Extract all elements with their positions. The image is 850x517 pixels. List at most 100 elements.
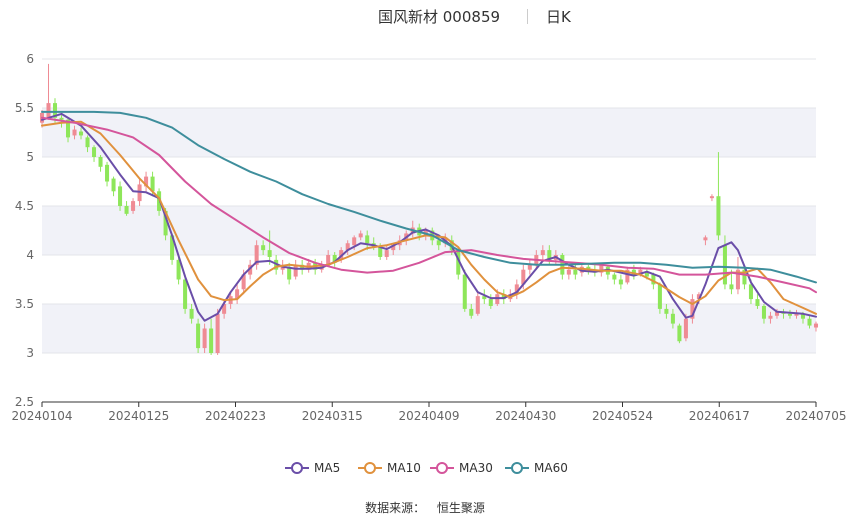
candle-body xyxy=(631,269,636,275)
candle-body xyxy=(131,201,136,211)
candle-body xyxy=(612,274,617,280)
x-tick-label: 20240617 xyxy=(689,409,750,423)
candle-body xyxy=(521,269,526,285)
y-tick-label: 3 xyxy=(26,346,34,360)
candle-body xyxy=(105,164,110,182)
grid-band xyxy=(42,353,816,402)
candle-body xyxy=(644,272,649,277)
legend-item-ma60[interactable]: MA60 xyxy=(505,458,568,478)
grid-band xyxy=(42,59,816,108)
candle-body xyxy=(261,245,266,251)
candle-body xyxy=(729,284,734,290)
legend: MA5 MA10 MA30 MA60 xyxy=(0,458,850,478)
candle-body xyxy=(391,245,396,251)
candle-body xyxy=(436,240,441,246)
candle-body xyxy=(807,318,812,326)
candle-body xyxy=(170,235,175,260)
source-value: 恒生聚源 xyxy=(436,501,485,515)
x-tick-label: 20240705 xyxy=(785,409,846,423)
data-source: 数据来源： 恒生聚源 xyxy=(0,499,850,516)
candle-body xyxy=(670,313,675,324)
candle-body xyxy=(378,247,383,257)
candle-body xyxy=(703,237,708,241)
candle-body xyxy=(696,294,701,300)
candle-body xyxy=(761,305,766,319)
candle-body xyxy=(664,308,669,314)
grid-band xyxy=(42,255,816,304)
x-tick-label: 20240104 xyxy=(11,409,72,423)
y-tick-label: 6 xyxy=(26,52,34,66)
candle-body xyxy=(456,250,461,275)
stock-name: 国风新材 000859 xyxy=(378,8,501,26)
line-ma60 xyxy=(41,110,817,284)
candle-body xyxy=(111,178,116,192)
legend-item-ma30[interactable]: MA30 xyxy=(430,458,493,478)
grid-band xyxy=(42,157,816,206)
ma10-legend-icon xyxy=(358,462,382,474)
candle-body xyxy=(326,255,331,265)
candle-body xyxy=(79,131,84,136)
candle-body xyxy=(514,284,519,295)
ma60-legend-icon xyxy=(505,462,529,474)
candle-body xyxy=(150,176,155,192)
candle-body xyxy=(748,284,753,300)
candle-body xyxy=(573,269,578,275)
candle-body xyxy=(475,296,480,314)
title-divider xyxy=(527,9,528,24)
source-label: 数据来源： xyxy=(365,501,426,515)
candle-body xyxy=(358,233,363,238)
candle-body xyxy=(469,308,474,316)
candle-body xyxy=(755,299,760,306)
candle-body xyxy=(501,294,506,300)
candle-body xyxy=(118,186,123,206)
candle-body xyxy=(235,289,240,300)
candle-body xyxy=(540,250,545,255)
candle-body xyxy=(144,176,149,187)
grid-band xyxy=(42,304,816,353)
candle-body xyxy=(800,313,806,319)
ma5-legend-icon xyxy=(285,462,309,474)
candle-body xyxy=(651,274,656,285)
candle-body xyxy=(124,206,129,214)
legend-label-ma30: MA30 xyxy=(459,461,493,475)
x-tick-label: 20240409 xyxy=(398,409,459,423)
candle-body xyxy=(300,264,305,270)
y-tick-label: 5 xyxy=(26,150,34,164)
candle-body xyxy=(72,129,77,136)
x-tick-label: 20240315 xyxy=(302,409,363,423)
y-tick-label: 4 xyxy=(26,248,34,262)
candle-body xyxy=(189,308,194,319)
candle-body xyxy=(638,269,643,275)
moving-average-lines xyxy=(41,110,817,322)
chart-title: 国风新材 000859 日K xyxy=(0,6,850,28)
candle-body xyxy=(66,119,71,138)
line-ma5 xyxy=(41,112,817,322)
candle-body xyxy=(566,269,571,275)
candle-body xyxy=(202,328,207,349)
candle-body xyxy=(98,157,103,167)
candle-body xyxy=(716,196,721,236)
legend-item-ma5[interactable]: MA5 xyxy=(285,458,340,478)
y-tick-label: 5.5 xyxy=(15,101,34,115)
kline-chart[interactable]: 6 5.5 5 4.5 4 3.5 3 2.5 20240104 20240125 2024022… xyxy=(0,0,850,440)
legend-label-ma10: MA10 xyxy=(387,461,421,475)
candle-body xyxy=(690,299,695,319)
candle-body xyxy=(267,250,272,257)
period-label[interactable]: 日K xyxy=(546,8,571,26)
candle-body xyxy=(59,117,64,120)
legend-item-ma10[interactable]: MA10 xyxy=(358,458,421,478)
candle-body xyxy=(345,243,350,251)
candle-body xyxy=(787,313,792,316)
ma30-legend-icon xyxy=(430,462,454,474)
candle-body xyxy=(293,264,298,277)
candle-body xyxy=(46,103,51,118)
legend-label-ma60: MA60 xyxy=(534,461,568,475)
candle-body xyxy=(774,311,779,316)
candle-body xyxy=(163,210,168,236)
candle-body xyxy=(547,250,552,260)
candle-body xyxy=(488,299,493,306)
candle-body xyxy=(462,274,467,309)
candle-body xyxy=(482,296,487,300)
candle-body xyxy=(287,266,292,280)
candle-body xyxy=(248,264,253,275)
